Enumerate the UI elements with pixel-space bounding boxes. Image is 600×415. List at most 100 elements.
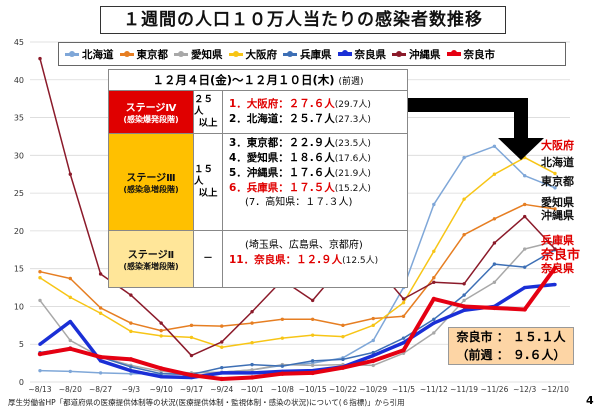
point-nara_city — [68, 346, 73, 351]
stage4-threshold-2: 以上 — [198, 118, 218, 129]
stage2-threshold-value: － — [203, 253, 213, 264]
stage3-sub: (感染急増段階) — [123, 185, 179, 194]
stage-list-item: 1．大阪府：２７.６人(29.7人) — [229, 97, 401, 112]
legend: 北海道 東京都 愛知県 大阪府 兵庫県 奈良県 沖縄県 奈良市 — [58, 42, 566, 66]
stage-table: １２月４日(金)～１２月１０日(木) (前週) ステージⅣ (感染爆発段階) ２… — [108, 69, 408, 288]
info-line-1: 奈良市 ： １５.１人 — [456, 330, 566, 344]
point-osaka — [310, 333, 315, 337]
stage2-threshold: － — [193, 231, 223, 287]
point-nara_city — [249, 375, 255, 380]
point-tokyo — [401, 314, 406, 318]
point-nara_city — [98, 354, 103, 360]
legend-item-hokkaido: 北海道 — [65, 47, 114, 62]
x-tick-label: ~10/8 — [271, 385, 294, 394]
point-hyogo — [523, 265, 527, 269]
legend-dot — [123, 50, 130, 57]
point-aichi — [250, 368, 254, 372]
legend-item-okinawa: 沖縄県 — [392, 47, 441, 62]
end-label-hokkaido: 北海道 — [541, 156, 574, 169]
end-label-hyogo: 兵庫県 — [541, 234, 574, 247]
point-okinawa — [523, 214, 527, 219]
y-tick-label: 15 — [14, 265, 24, 274]
point-hyogo — [129, 365, 133, 369]
y-tick-label: 5 — [19, 340, 24, 349]
stage-list-item: 5．沖縄県：１７.６人(21.9人) — [229, 166, 401, 181]
point-tokyo — [523, 202, 527, 207]
point-hokkaido — [553, 186, 557, 190]
point-okinawa — [98, 272, 103, 276]
point-hyogo — [492, 262, 497, 266]
point-tokyo — [341, 323, 345, 328]
point-tokyo — [462, 232, 466, 237]
stage2-item-prev: (12.5人) — [342, 256, 379, 266]
point-nara_pref — [159, 375, 163, 379]
nara-city-info-box: 奈良市 ： １５.１人 （前週 ： ９.６人） — [448, 327, 574, 365]
point-nara_city — [401, 348, 406, 353]
legend-item-osaka: 大阪府 — [228, 47, 277, 62]
list-item-prev: (21.9人) — [334, 169, 371, 179]
point-nara_pref — [129, 368, 133, 373]
stage3-threshold-2: 以上 — [198, 188, 218, 199]
stage3-name: ステージⅢ — [126, 173, 176, 184]
legend-swatch — [65, 50, 79, 57]
x-tick-label: ~9/24 — [210, 385, 233, 394]
legend-label: 奈良市 — [463, 48, 496, 61]
stage2-label: ステージⅡ (感染漸増段階) — [109, 231, 193, 287]
stage-list-item: 2．北海道：２５.７人(27.3人) — [229, 112, 401, 127]
point-hokkaido — [523, 174, 527, 178]
info-line-2: （前週 ： ９.６人） — [456, 348, 566, 362]
legend-swatch — [228, 50, 243, 57]
legend-swatch — [337, 50, 352, 56]
x-tick-label: ~11/19 — [450, 385, 478, 394]
x-tick-label: ~12/10 — [541, 385, 569, 394]
point-nara_city — [461, 304, 467, 309]
legend-label: 東京都 — [136, 48, 169, 61]
point-hokkaido — [68, 369, 72, 374]
stage4-list: 1．大阪府：２７.６人(29.7人) 2．北海道：２５.７人(27.3人) — [223, 91, 407, 133]
point-hyogo — [250, 362, 254, 367]
date-range: １２月４日(金)～１２月１０日(木) — [152, 73, 335, 87]
point-okinawa — [310, 298, 315, 303]
point-tokyo — [68, 276, 72, 281]
point-hokkaido — [432, 202, 436, 207]
point-osaka — [553, 171, 557, 176]
series-line-nara_city — [39, 266, 557, 381]
stage2-name: ステージⅡ — [127, 250, 175, 261]
point-osaka — [492, 172, 497, 176]
list-item-prev: (17.6人) — [334, 154, 371, 164]
list-item-text: 3．東京都：２２.９人 — [229, 137, 335, 149]
point-okinawa — [553, 247, 557, 251]
point-nara_city — [492, 305, 497, 311]
legend-dot — [396, 50, 402, 57]
legend-swatch — [446, 50, 461, 56]
point-osaka — [129, 329, 133, 334]
point-nara_city — [340, 365, 346, 370]
prev-week-label: (前週) — [338, 77, 364, 87]
x-tick-label: ~11/5 — [392, 385, 415, 394]
stage3-items: 3．東京都：２２.９人(23.5人) 4．愛知県：１８.６人(17.6人) 5．沖縄… — [229, 136, 401, 196]
point-hyogo — [341, 357, 345, 362]
x-tick-label: ~11/12 — [420, 385, 448, 394]
point-hokkaido — [38, 368, 42, 373]
series-line-hyogo — [39, 249, 556, 376]
stage-list-item: 3．東京都：２２.９人(23.5人) — [229, 136, 401, 151]
stage4-sub: (感染爆発段階) — [123, 115, 179, 124]
series-nara_pref — [38, 282, 557, 380]
point-tokyo — [220, 324, 224, 328]
y-tick-label: 0 — [19, 378, 24, 387]
point-hokkaido — [462, 155, 466, 160]
stage3-row: ステージⅢ (感染急増段階) １５人 以上 3．東京都：２２.９人(23.5人)… — [109, 134, 407, 231]
legend-label: 兵庫県 — [300, 48, 332, 61]
arrow-icon — [406, 98, 544, 160]
legend-dot — [341, 50, 348, 56]
x-tick-label: ~10/22 — [329, 385, 357, 394]
series-line-tokyo — [39, 203, 556, 332]
stage-list-item: 4．愛知県：１８.６人(17.6人) — [229, 151, 401, 166]
point-nara_city — [219, 376, 224, 382]
point-tokyo — [98, 306, 103, 310]
point-okinawa — [129, 293, 133, 297]
x-tick-label: ~10/15 — [299, 385, 327, 394]
point-tokyo — [189, 323, 194, 328]
point-osaka — [189, 335, 194, 340]
point-osaka — [68, 295, 72, 300]
